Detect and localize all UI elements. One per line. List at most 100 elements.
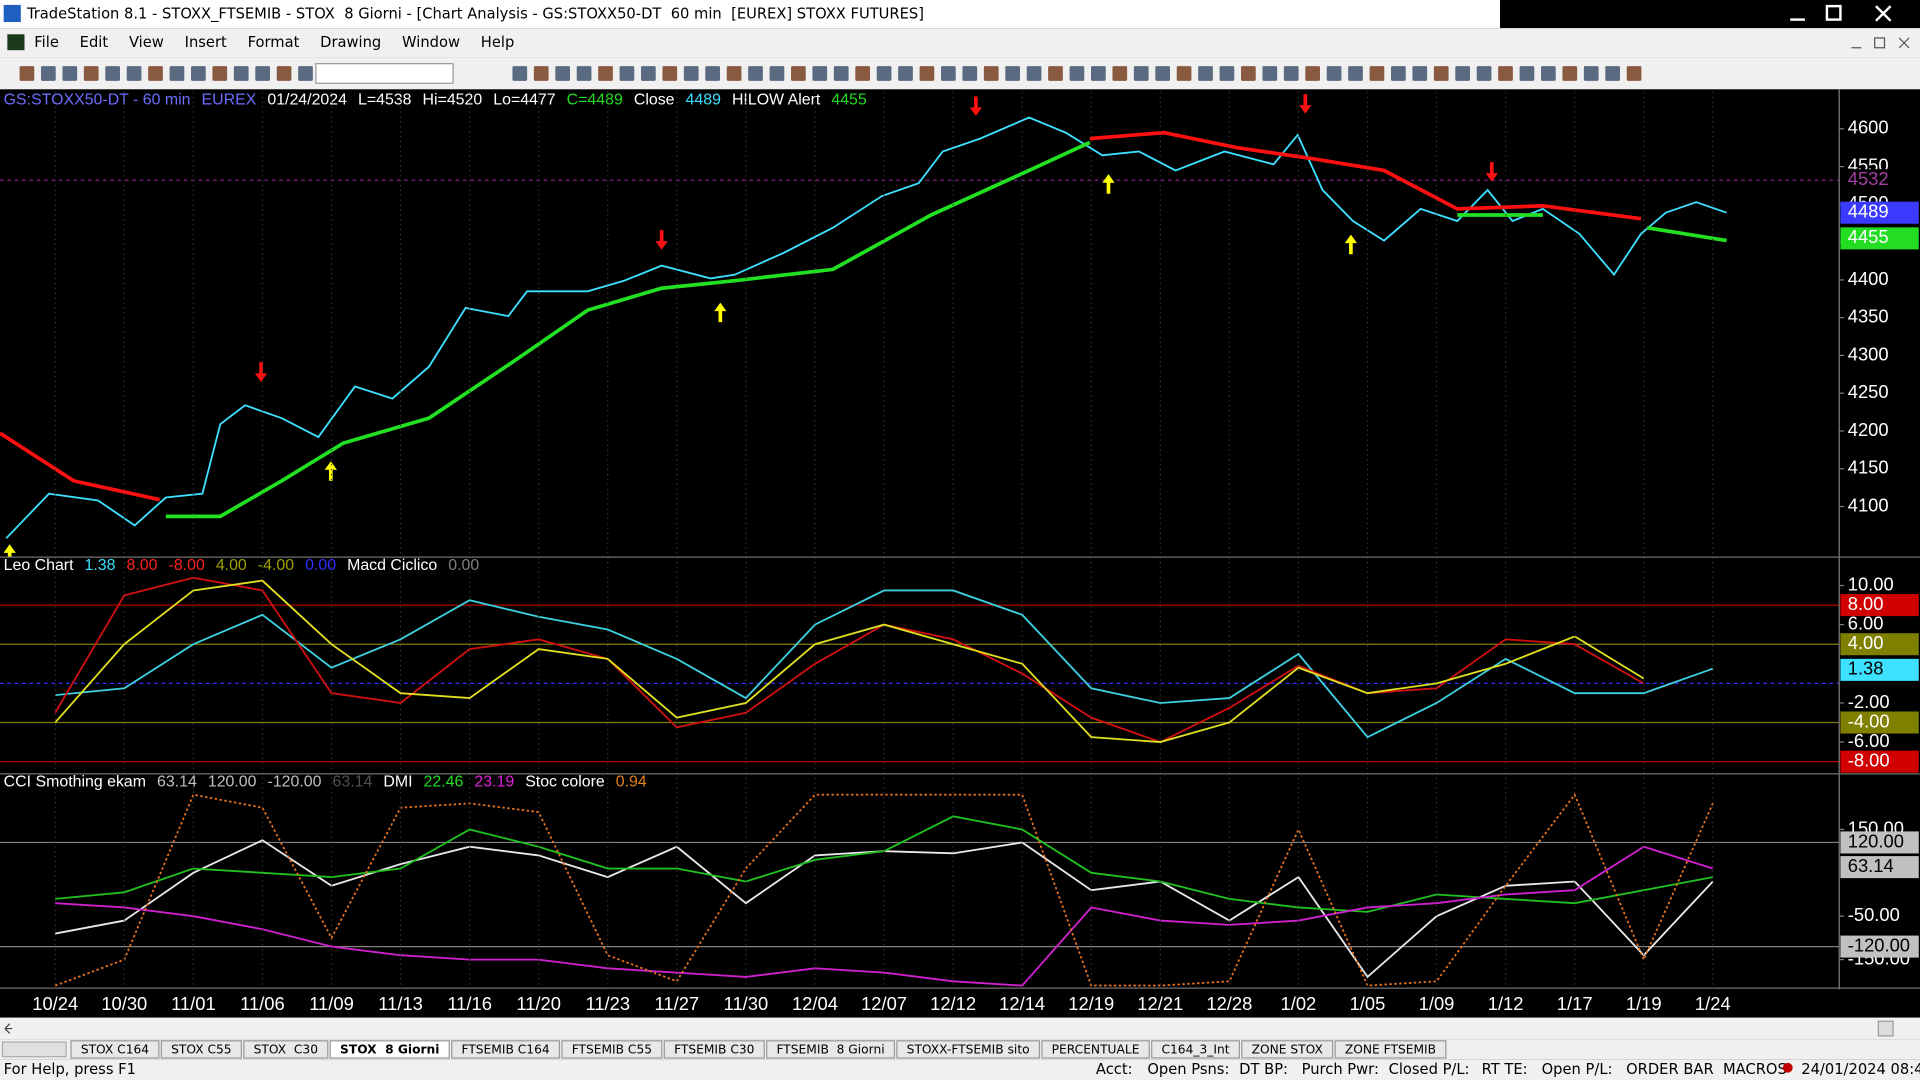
toolbar-icon[interactable] xyxy=(126,66,142,81)
scrollbar[interactable] xyxy=(0,1017,1920,1040)
toolbar-icon[interactable] xyxy=(276,66,292,81)
toolbar-icon[interactable] xyxy=(1369,66,1385,81)
toolbar-icon[interactable] xyxy=(941,66,956,81)
tab[interactable] xyxy=(329,1040,450,1059)
tab[interactable] xyxy=(896,1040,1041,1059)
toolbar-icon[interactable] xyxy=(1283,66,1299,81)
toolbar-icon[interactable] xyxy=(791,66,806,81)
toolbar-icon[interactable] xyxy=(1562,66,1578,81)
toolbar-icon[interactable] xyxy=(1219,66,1235,81)
toolbar-icon[interactable] xyxy=(1112,66,1128,81)
toolbar-icon[interactable] xyxy=(1583,66,1599,81)
toolbar-icon[interactable] xyxy=(298,66,313,81)
toolbar-icon[interactable] xyxy=(726,66,742,81)
tab[interactable] xyxy=(1151,1040,1240,1059)
toolbar-icon[interactable] xyxy=(1305,66,1320,81)
scroll-thumb[interactable] xyxy=(1877,1020,1894,1037)
tab[interactable] xyxy=(451,1040,561,1059)
toolbar-icon[interactable] xyxy=(769,66,785,81)
toolbar-icon[interactable] xyxy=(105,66,120,81)
tab[interactable] xyxy=(160,1040,242,1059)
menu-item[interactable]: Drawing xyxy=(320,34,381,51)
toolbar-icon[interactable] xyxy=(83,66,99,81)
toolbar-icon[interactable] xyxy=(1048,66,1063,81)
toolbar-icon[interactable] xyxy=(1348,66,1363,81)
toolbar-icon[interactable] xyxy=(855,66,870,81)
toolbar-icon[interactable] xyxy=(662,66,678,81)
toolbar-icon[interactable] xyxy=(41,66,56,81)
tab-label[interactable]: PERCENTUALE xyxy=(1052,1043,1140,1057)
close[interactable] xyxy=(1875,5,1892,22)
tab-label[interactable]: FTSEMIB 8 Giorni xyxy=(776,1043,884,1057)
toolbar-icon[interactable] xyxy=(619,66,635,81)
toolbar-icon[interactable] xyxy=(898,66,913,81)
tab[interactable] xyxy=(1041,1040,1150,1059)
toolbar-icon[interactable] xyxy=(748,66,763,81)
toolbar-icon[interactable] xyxy=(1198,66,1213,81)
mdi-close[interactable] xyxy=(1898,37,1910,49)
toolbar-icon[interactable] xyxy=(148,66,163,81)
tab[interactable] xyxy=(766,1040,896,1059)
toolbar-icon[interactable] xyxy=(191,66,206,81)
toolbar-icon[interactable] xyxy=(833,66,849,81)
toolbar-icon[interactable] xyxy=(1262,66,1278,81)
menu-item[interactable]: Edit xyxy=(80,34,109,51)
toolbar-icon[interactable] xyxy=(1133,66,1149,81)
toolbar-icon[interactable] xyxy=(512,66,528,81)
toolbar-icon[interactable] xyxy=(641,66,656,81)
tab[interactable] xyxy=(1334,1040,1447,1059)
toolbar-icon[interactable] xyxy=(1176,66,1192,81)
toolbar-icon[interactable] xyxy=(555,66,570,81)
toolbar-icon[interactable] xyxy=(169,66,185,81)
toolbar-icon[interactable] xyxy=(1519,66,1535,81)
toolbar-icon[interactable] xyxy=(1091,66,1106,81)
toolbar-icon[interactable] xyxy=(233,66,249,81)
toolbar-icon[interactable] xyxy=(62,66,78,81)
toolbar-icon[interactable] xyxy=(1433,66,1449,81)
toolbar-icon[interactable] xyxy=(1069,66,1085,81)
toolbar-icon[interactable] xyxy=(683,66,699,81)
toolbar-icon[interactable] xyxy=(598,66,613,81)
tab-label[interactable]: STOXX-FTSEMIB sito xyxy=(907,1043,1030,1057)
tab-label[interactable]: ZONE STOX xyxy=(1252,1043,1323,1057)
toolbar-dropdown[interactable] xyxy=(315,63,454,84)
toolbar-icon[interactable] xyxy=(576,66,592,81)
toolbar-icon[interactable] xyxy=(1476,66,1492,81)
toolbar-icon[interactable] xyxy=(705,66,720,81)
tab-label[interactable]: STOX C30 xyxy=(254,1043,318,1057)
tab-scroll-buttons[interactable] xyxy=(1,1041,67,1058)
tab[interactable] xyxy=(1241,1040,1334,1059)
toolbar-icon[interactable] xyxy=(1412,66,1428,81)
toolbar-icon[interactable] xyxy=(962,66,978,81)
toolbar-icon[interactable] xyxy=(983,66,999,81)
tab-label[interactable]: C164_3_Int xyxy=(1161,1043,1229,1057)
toolbar-icon[interactable] xyxy=(812,66,828,81)
tab-label[interactable]: STOX 8 Giorni xyxy=(340,1043,439,1057)
tab[interactable] xyxy=(663,1040,765,1059)
toolbar-icon[interactable] xyxy=(1455,66,1470,81)
tab-label[interactable]: FTSEMIB C164 xyxy=(462,1043,550,1057)
toolbar-icon[interactable] xyxy=(533,66,549,81)
toolbar-icon[interactable] xyxy=(876,66,892,81)
tab-label[interactable]: STOX C55 xyxy=(171,1043,231,1057)
toolbar-icon[interactable] xyxy=(1626,66,1642,81)
tab-label[interactable]: ZONE FTSEMIB xyxy=(1345,1043,1436,1057)
tab[interactable] xyxy=(243,1040,329,1059)
mdi-restore[interactable] xyxy=(1874,37,1886,49)
toolbar-icon[interactable] xyxy=(1391,66,1406,81)
tab-label[interactable]: FTSEMIB C55 xyxy=(572,1043,652,1057)
tab[interactable] xyxy=(70,1040,160,1059)
toolbar-icon[interactable] xyxy=(1026,66,1042,81)
toolbar-icon[interactable] xyxy=(212,66,228,81)
tab-label[interactable]: FTSEMIB C30 xyxy=(674,1043,754,1057)
toolbar-icon[interactable] xyxy=(1605,66,1620,81)
toolbar-icon[interactable] xyxy=(255,66,270,81)
tab[interactable] xyxy=(561,1040,663,1059)
maximize[interactable] xyxy=(1825,4,1842,21)
toolbar-icon[interactable] xyxy=(19,66,35,81)
menu-item[interactable]: File xyxy=(34,34,59,51)
toolbar-icon[interactable] xyxy=(1241,66,1256,81)
toolbar-icon[interactable] xyxy=(1541,66,1556,81)
menu-item[interactable]: Help xyxy=(481,34,514,51)
menu-item[interactable]: Insert xyxy=(185,34,227,51)
